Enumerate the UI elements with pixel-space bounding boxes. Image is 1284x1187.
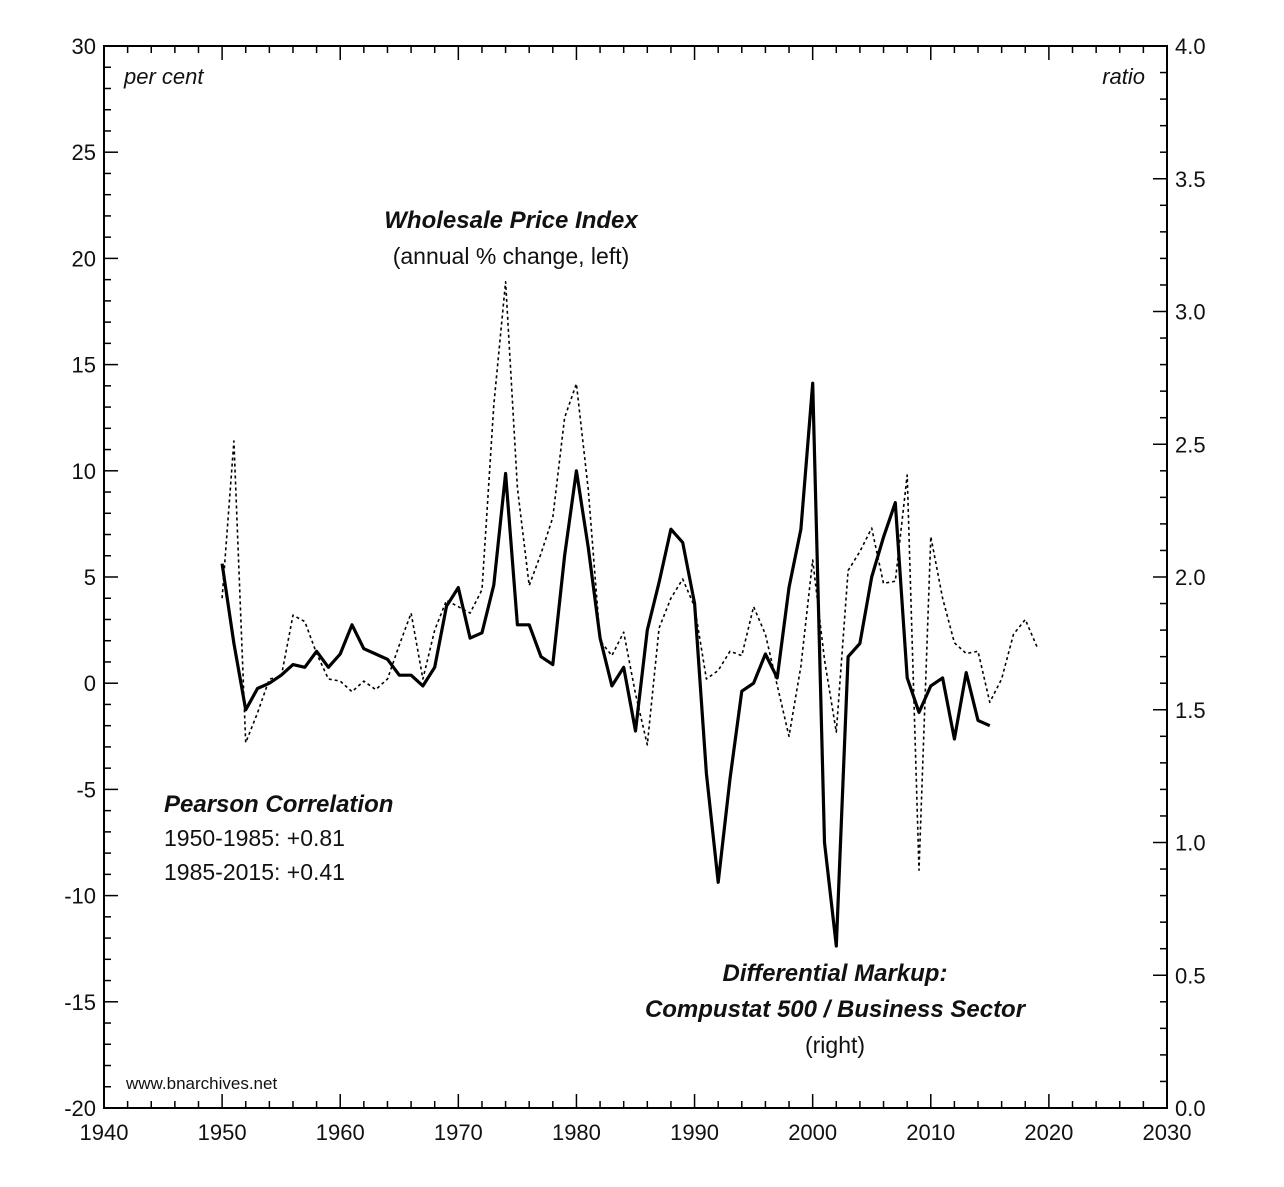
x-tick-label: 1950 xyxy=(198,1120,247,1145)
left-tick-label: 25 xyxy=(72,140,96,165)
left-tick-label: 10 xyxy=(72,459,96,484)
x-tick-label: 2010 xyxy=(906,1120,955,1145)
left-axis-unit: per cent xyxy=(123,64,204,89)
right-tick-label: 3.5 xyxy=(1175,167,1206,192)
right-tick-label: 0.5 xyxy=(1175,963,1206,988)
series-layer xyxy=(220,280,1038,948)
right-axis-unit: ratio xyxy=(1102,64,1145,89)
x-tick-label: 1960 xyxy=(316,1120,365,1145)
right-tick-label: 4.0 xyxy=(1175,34,1206,59)
left-tick-label: 15 xyxy=(72,353,96,378)
left-tick-label: -15 xyxy=(64,990,96,1015)
x-tick-label: 2020 xyxy=(1024,1120,1073,1145)
right-tick-label: 2.5 xyxy=(1175,432,1206,457)
wpi-title: Wholesale Price Index xyxy=(384,207,639,234)
pearson-1985-2015: 1985-2015: +0.41 xyxy=(164,859,345,885)
plot-frame xyxy=(103,45,1168,1109)
x-tick-label: 2030 xyxy=(1143,1120,1192,1145)
x-tick-label: 1990 xyxy=(670,1120,719,1145)
x-tick-label: 1970 xyxy=(434,1120,483,1145)
wpi-series-line xyxy=(221,280,1038,871)
markup-title-line2: Compustat 500 / Business Sector xyxy=(645,996,1027,1023)
left-tick-label: 5 xyxy=(84,565,96,590)
wpi-subtitle: (annual % change, left) xyxy=(393,243,630,269)
left-tick-label: 30 xyxy=(72,34,96,59)
markup-subtitle: (right) xyxy=(805,1032,865,1058)
pearson-title: Pearson Correlation xyxy=(164,791,393,818)
right-tick-label: 0.0 xyxy=(1175,1096,1206,1121)
pearson-1950-1985: 1950-1985: +0.81 xyxy=(164,825,345,851)
right-tick-label: 2.0 xyxy=(1175,565,1206,590)
left-tick-label: -10 xyxy=(64,884,96,909)
left-tick-label: -5 xyxy=(76,777,96,802)
axis-ticks xyxy=(103,45,1168,1109)
x-tick-label: 1980 xyxy=(552,1120,601,1145)
markup-title-line1: Differential Markup: xyxy=(723,960,948,987)
left-tick-label: -20 xyxy=(64,1096,96,1121)
left-tick-label: 0 xyxy=(84,671,96,696)
right-tick-label: 1.5 xyxy=(1175,698,1206,723)
left-tick-label: 20 xyxy=(72,246,96,271)
source-credit: www.bnarchives.net xyxy=(125,1074,277,1093)
x-tick-label: 2000 xyxy=(788,1120,837,1145)
markup-series-line xyxy=(220,381,991,948)
x-tick-label: 1940 xyxy=(80,1120,129,1145)
axis-tick-labels: -20 -15 -10 -5 0 5 10 15 20 25 30 0.0 0.5 1.0 1.5 2.0 2.… xyxy=(64,34,1205,1145)
right-tick-label: 1.0 xyxy=(1175,831,1206,856)
right-tick-label: 3.0 xyxy=(1175,300,1206,325)
